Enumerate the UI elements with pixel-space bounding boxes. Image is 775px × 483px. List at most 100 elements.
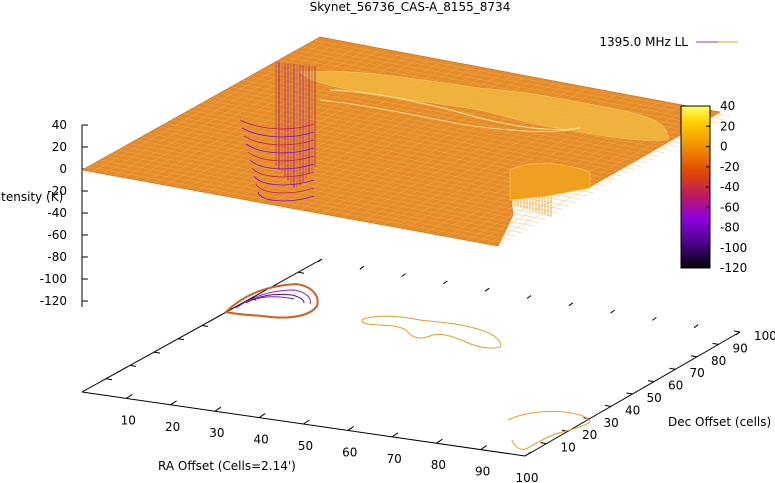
- back-tick-mark: [652, 316, 657, 321]
- dip-contour: [241, 127, 315, 138]
- contour-dip-mid: [235, 289, 311, 309]
- ra-tick-mark: [126, 393, 133, 399]
- mesh-line: [296, 50, 713, 127]
- ra-tick-mark: [170, 400, 177, 406]
- back-tick-mark: [359, 265, 365, 270]
- z-tick-label: 0: [59, 162, 67, 176]
- colorbar-tick-label: -20: [720, 160, 740, 174]
- mesh-line: [159, 126, 576, 204]
- dip-contour: [253, 175, 315, 186]
- ra-tick-label: 70: [386, 452, 401, 466]
- ra-tick-mark: [303, 419, 310, 425]
- colorbar-fill: [680, 105, 711, 269]
- surface-mesh: [81, 36, 721, 247]
- back-tick-mark: [693, 324, 699, 329]
- ra-tick-label: 60: [342, 445, 357, 459]
- mesh-line: [314, 40, 731, 117]
- colorbar-tick-label: 20: [720, 119, 735, 133]
- dip-contour: [257, 191, 315, 202]
- ra-tick-label: 10: [121, 413, 136, 427]
- colorbar-tick-label: -60: [720, 200, 740, 214]
- mesh-line: [111, 153, 528, 230]
- colorbar-tick-label: -100: [720, 241, 747, 255]
- dec-tick-label: 30: [604, 416, 619, 430]
- ra-tick-label: 50: [298, 439, 313, 453]
- step-drops: [511, 178, 552, 217]
- back-tick-mark: [317, 258, 323, 263]
- ra-tick-mark: [436, 438, 443, 444]
- mesh-line: [308, 43, 725, 120]
- colorbar-tick-label: -80: [720, 221, 740, 235]
- dec-tick-label: 80: [711, 354, 726, 368]
- mesh-line: [93, 163, 510, 240]
- back-tick-mark: [484, 287, 490, 292]
- mesh-line: [254, 73, 671, 150]
- dec-tick-mark: [712, 342, 719, 345]
- dec-tick-label: 100: [754, 329, 775, 343]
- colorbar-ticks: 40 20 0 -20 -40 -60 -80 -100 -120: [706, 99, 747, 275]
- dec-tick-mark: [690, 355, 698, 358]
- dec-tick-label: 60: [668, 379, 683, 393]
- z-tick-label: -80: [47, 250, 67, 264]
- dec-tick-label: 70: [690, 366, 705, 380]
- dec-tick-label: 20: [582, 428, 597, 442]
- dip-contour: [247, 151, 315, 162]
- dec-tick-mark: [733, 330, 741, 333]
- ra-tick-mark: [347, 425, 355, 431]
- mesh-line: [133, 48, 368, 180]
- colorbar-tick-label: 0: [720, 140, 728, 154]
- z-tick-label: 40: [52, 118, 67, 132]
- dec-tick-label: 10: [561, 441, 576, 455]
- mesh-line: [135, 139, 552, 217]
- z-tick-label: -40: [47, 206, 67, 220]
- mesh-line: [123, 47, 357, 178]
- back-tick-mark: [201, 325, 209, 327]
- mesh-line: [302, 46, 719, 124]
- ra-tick-mark: [480, 445, 487, 451]
- dip-contour: [239, 119, 315, 130]
- ra-tick-label: 30: [209, 426, 224, 440]
- ra-tick-mark: [391, 432, 399, 438]
- contour-dip-outer: [224, 282, 319, 319]
- negative-dip: [239, 62, 316, 202]
- dec-tick-label: 50: [647, 391, 662, 405]
- z-tick-label: -120: [40, 294, 67, 308]
- mesh-line: [113, 45, 347, 176]
- legend-label: 1395.0 MHz LL: [599, 35, 688, 49]
- x-axis-label: RA Offset (Cells=2.14'): [158, 459, 296, 473]
- mesh-line: [129, 143, 546, 220]
- back-tick-mark: [105, 378, 113, 381]
- z-axis-label: Intensity (K): [0, 190, 63, 204]
- contour-step: [507, 411, 591, 450]
- mesh-line: [87, 166, 504, 243]
- colorbar-tick-label: -120: [720, 261, 747, 275]
- back-tick-mark: [129, 364, 137, 367]
- ra-tick-label: 40: [254, 433, 269, 447]
- mesh-line: [477, 111, 711, 243]
- mesh-line: [117, 149, 534, 227]
- mesh-line: [153, 129, 570, 207]
- dec-tick-mark: [626, 392, 633, 395]
- mesh-line: [105, 156, 522, 233]
- chart-title: Skynet_56736_CAS-A_8155_8734: [310, 0, 511, 14]
- back-tick-mark: [443, 280, 448, 285]
- base-contours: [224, 282, 591, 450]
- ra-tick-label: 80: [431, 458, 446, 472]
- mesh-line: [248, 76, 665, 154]
- z-tick-label: -60: [47, 228, 67, 242]
- z-axis: 40 20 0 -20 -40 -60 -80 -100 -120: [40, 118, 88, 308]
- colorbar: 40 20 0 -20 -40 -60 -80 -100 -120: [680, 99, 747, 275]
- base-box: [81, 258, 741, 457]
- dec-tick-mark: [604, 404, 612, 407]
- legend: 1395.0 MHz LL: [599, 35, 738, 49]
- dip-contour: [243, 135, 315, 146]
- ra-tick-mark: [258, 413, 266, 419]
- back-tick-mark: [735, 331, 741, 336]
- ra-tick-mark: [524, 451, 532, 457]
- surface-plot: [81, 36, 731, 247]
- back-tick-mark: [297, 271, 305, 274]
- mesh-line: [123, 146, 540, 223]
- back-tick-mark: [401, 273, 406, 278]
- ra-tick-mark: [214, 406, 222, 412]
